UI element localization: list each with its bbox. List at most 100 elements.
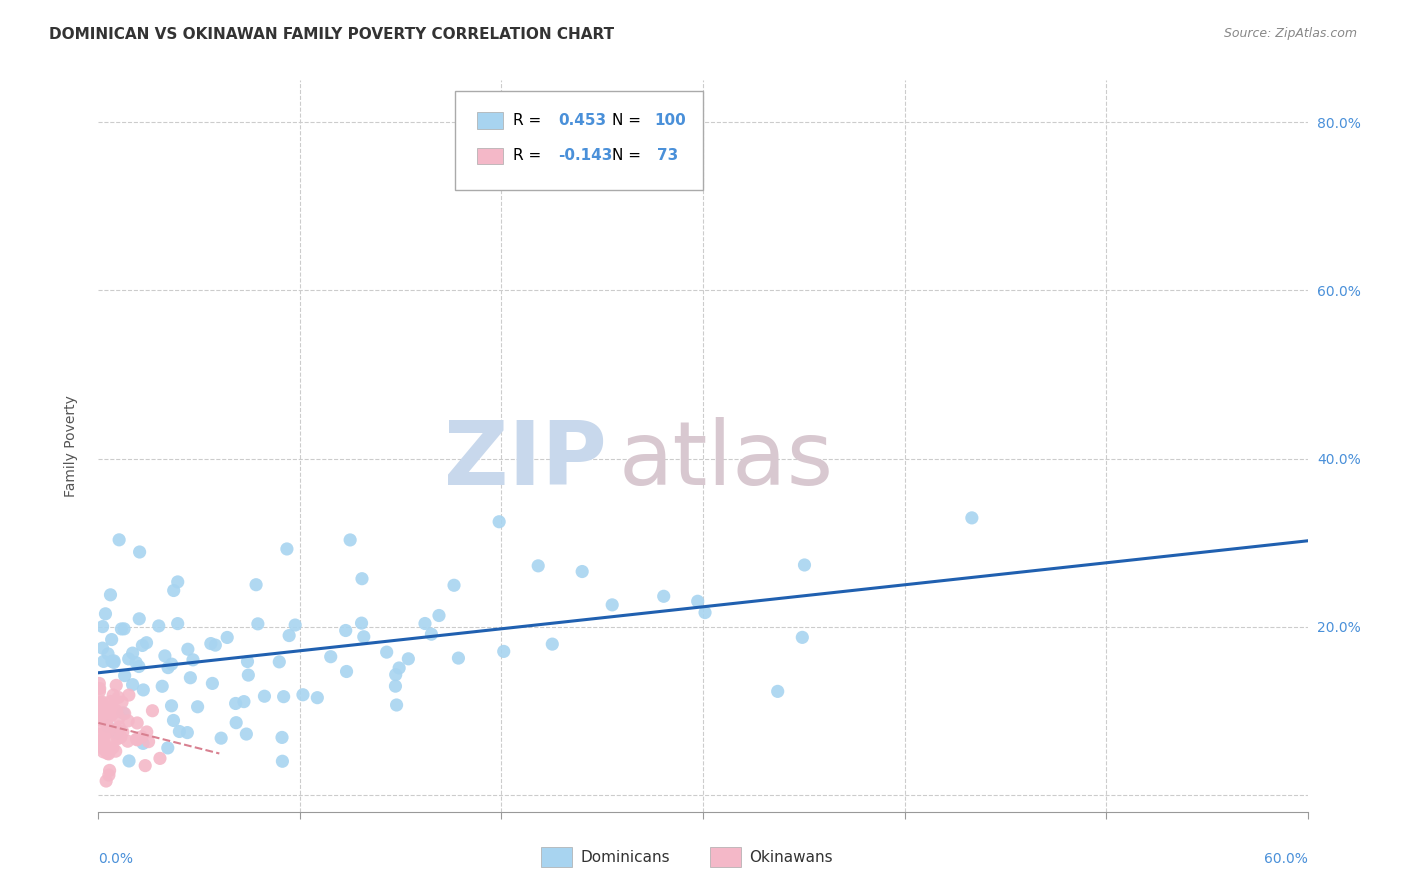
- Point: [110, 622, 132, 636]
- FancyBboxPatch shape: [456, 91, 703, 190]
- Point: [160, 657, 183, 672]
- Point: [100, 699, 122, 714]
- Point: [527, 558, 550, 573]
- Y-axis label: Family Poverty: Family Poverty: [63, 395, 77, 497]
- Point: [179, 671, 201, 685]
- Point: [201, 676, 224, 690]
- Point: [335, 624, 357, 638]
- Text: 73: 73: [657, 148, 678, 163]
- Point: [396, 652, 419, 666]
- Point: [128, 659, 150, 673]
- Point: [125, 656, 148, 670]
- Point: [111, 724, 134, 739]
- Point: [177, 642, 200, 657]
- Point: [121, 646, 143, 660]
- Point: [156, 740, 179, 755]
- Point: [541, 637, 564, 651]
- Point: [89, 727, 111, 741]
- Point: [166, 616, 188, 631]
- Text: Okinawans: Okinawans: [749, 850, 832, 864]
- Point: [118, 754, 141, 768]
- Point: [443, 578, 465, 592]
- Point: [97, 723, 120, 737]
- Point: [200, 636, 222, 650]
- Text: N =: N =: [613, 113, 647, 128]
- Point: [181, 653, 204, 667]
- Point: [104, 744, 127, 758]
- Point: [91, 732, 114, 747]
- Point: [93, 745, 115, 759]
- Point: [125, 732, 148, 747]
- Point: [87, 737, 110, 751]
- Point: [278, 629, 301, 643]
- Point: [204, 638, 226, 652]
- Point: [117, 734, 139, 748]
- Point: [98, 736, 121, 750]
- Point: [384, 667, 406, 681]
- Point: [686, 594, 709, 608]
- Point: [960, 511, 983, 525]
- Point: [98, 707, 121, 722]
- Point: [103, 656, 125, 670]
- Point: [101, 740, 124, 755]
- Point: [105, 705, 128, 719]
- Point: [693, 606, 716, 620]
- Point: [100, 708, 122, 723]
- Point: [148, 619, 170, 633]
- Point: [128, 545, 150, 559]
- Point: [94, 740, 117, 755]
- Point: [98, 706, 121, 720]
- Point: [97, 725, 120, 739]
- Point: [353, 630, 375, 644]
- FancyBboxPatch shape: [477, 112, 503, 128]
- Text: Dominicans: Dominicans: [581, 850, 671, 864]
- Point: [245, 578, 267, 592]
- Point: [87, 703, 110, 717]
- Text: -0.143: -0.143: [558, 148, 612, 163]
- Point: [96, 707, 118, 722]
- Point: [93, 709, 115, 723]
- Point: [385, 698, 408, 712]
- Point: [97, 768, 120, 782]
- Point: [91, 722, 114, 736]
- Point: [253, 690, 276, 704]
- Point: [166, 574, 188, 589]
- Point: [89, 681, 111, 696]
- Point: [307, 690, 329, 705]
- Point: [149, 751, 172, 765]
- Point: [375, 645, 398, 659]
- Point: [111, 695, 134, 709]
- Text: DOMINICAN VS OKINAWAN FAMILY POVERTY CORRELATION CHART: DOMINICAN VS OKINAWAN FAMILY POVERTY COR…: [49, 27, 614, 42]
- Text: 0.0%: 0.0%: [98, 852, 134, 866]
- Point: [104, 702, 127, 716]
- Point: [103, 688, 125, 702]
- Point: [135, 636, 157, 650]
- Point: [93, 742, 115, 756]
- Point: [169, 724, 191, 739]
- Text: N =: N =: [613, 148, 647, 163]
- Point: [94, 716, 117, 731]
- Point: [91, 695, 114, 709]
- Point: [112, 706, 135, 720]
- Point: [427, 608, 450, 623]
- Point: [153, 648, 176, 663]
- Point: [97, 719, 120, 733]
- Point: [291, 688, 314, 702]
- Point: [127, 732, 149, 747]
- Text: 60.0%: 60.0%: [1264, 852, 1308, 866]
- Text: ZIP: ZIP: [443, 417, 606, 504]
- Point: [766, 684, 789, 698]
- Point: [138, 734, 160, 748]
- Point: [128, 612, 150, 626]
- Point: [131, 730, 153, 744]
- Point: [94, 727, 117, 741]
- Point: [350, 616, 373, 631]
- Point: [93, 737, 115, 751]
- Text: 0.453: 0.453: [558, 113, 606, 128]
- Text: R =: R =: [513, 113, 547, 128]
- Point: [90, 713, 112, 727]
- Point: [108, 720, 131, 734]
- Point: [97, 705, 120, 719]
- Point: [350, 572, 373, 586]
- Point: [103, 654, 125, 668]
